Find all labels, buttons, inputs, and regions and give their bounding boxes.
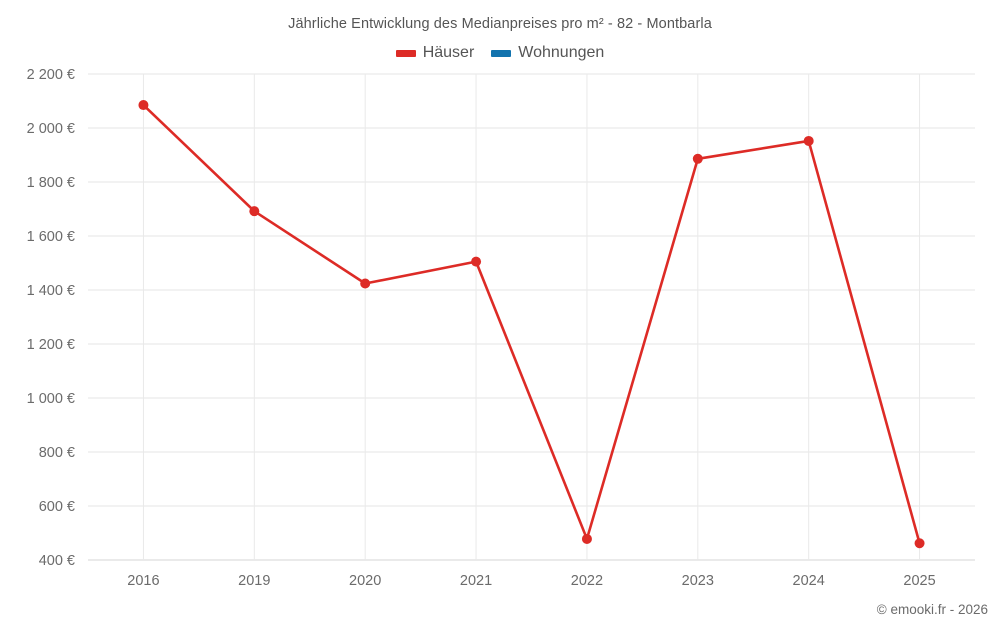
y-axis-tick-label: 1 800 € bbox=[27, 175, 75, 191]
x-axis-tick-label: 2021 bbox=[460, 573, 492, 589]
y-axis-tick-label: 1 600 € bbox=[27, 229, 75, 245]
y-axis-tick-label: 2 000 € bbox=[27, 121, 75, 137]
data-point-marker[interactable] bbox=[360, 278, 371, 289]
data-point-marker[interactable] bbox=[581, 533, 592, 544]
data-point-marker[interactable] bbox=[471, 256, 482, 267]
data-point-marker[interactable] bbox=[138, 100, 149, 111]
x-axis-tick-label: 2024 bbox=[793, 573, 825, 589]
x-axis-tick-label: 2022 bbox=[571, 573, 603, 589]
legend-label-hauser: Häuser bbox=[422, 44, 475, 61]
y-axis-tick-label: 2 200 € bbox=[27, 67, 75, 83]
y-axis-tick-label: 800 € bbox=[39, 445, 75, 461]
vertical-gridlines bbox=[142, 74, 921, 560]
x-axis-tick-label: 2025 bbox=[903, 573, 935, 589]
legend-item-hauser[interactable]: Häuser bbox=[395, 44, 475, 62]
data-point-marker[interactable] bbox=[692, 153, 703, 164]
x-axis-tick-label: 2020 bbox=[349, 573, 381, 589]
y-axis-tick-label: 400 € bbox=[39, 553, 75, 569]
series-lines bbox=[142, 103, 921, 545]
data-point-marker[interactable] bbox=[249, 206, 260, 217]
chart-title: Jährliche Entwicklung des Medianpreises … bbox=[288, 16, 712, 32]
series-line-0 bbox=[142, 103, 921, 545]
x-axis-tick-label: 2019 bbox=[238, 573, 270, 589]
chart-legend: Häuser Wohnungen bbox=[0, 44, 1000, 62]
legend-label-wohnungen: Wohnungen bbox=[518, 44, 605, 61]
x-axis-tick-labels: 2016 2019 2020 2021 2022 2023 2024 2025 bbox=[127, 573, 935, 589]
chart-footer-credit: © emooki.fr - 2026 bbox=[876, 602, 988, 617]
y-axis-tick-labels: 2 200 € 2 000 € 1 800 € 1 600 € 1 400 € 1 200… bbox=[27, 67, 75, 569]
y-axis-tick-label: 1 200 € bbox=[27, 337, 75, 353]
x-axis-tick-label: 2016 bbox=[127, 573, 159, 589]
data-point-marker[interactable] bbox=[803, 135, 814, 146]
series-markers bbox=[138, 100, 925, 549]
y-axis-tick-label: 1 400 € bbox=[27, 283, 75, 299]
y-axis-tick-label: 600 € bbox=[39, 499, 75, 515]
horizontal-gridlines bbox=[88, 73, 975, 561]
legend-swatch-wohnungen bbox=[491, 49, 512, 57]
legend-item-wohnungen[interactable]: Wohnungen bbox=[491, 44, 604, 62]
y-axis-tick-label: 1 000 € bbox=[27, 391, 75, 407]
data-point-marker[interactable] bbox=[914, 538, 925, 549]
x-axis-tick-label: 2023 bbox=[682, 573, 714, 589]
legend-swatch-hauser bbox=[395, 49, 416, 57]
